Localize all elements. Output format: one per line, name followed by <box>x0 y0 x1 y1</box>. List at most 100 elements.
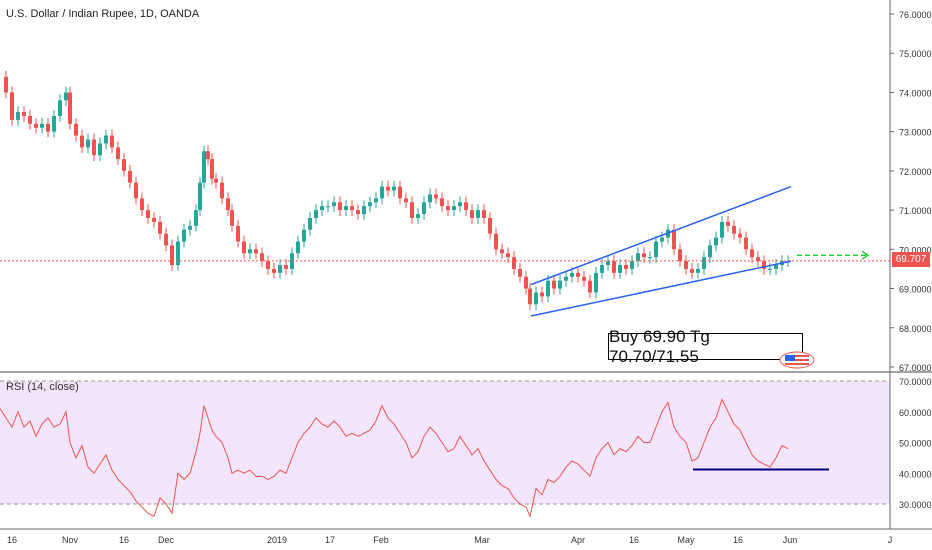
price-tick-label: 74.0000 <box>899 88 932 98</box>
rsi-label: RSI (14, close) <box>6 381 79 393</box>
candle-body <box>296 241 300 254</box>
candle-body <box>612 261 616 273</box>
candle-body <box>46 123 50 132</box>
candle-body <box>230 210 234 226</box>
candle-body <box>86 139 90 148</box>
time-tick-label: Mar <box>474 535 490 545</box>
candle-body <box>266 261 270 269</box>
candle-body <box>158 221 162 234</box>
candle-body <box>374 198 378 203</box>
candle-body <box>410 202 414 218</box>
trade-annotation: Buy 69.90 Tg 70.70/71.55 <box>608 327 803 366</box>
time-tick-label: 16 <box>629 535 639 545</box>
candle-body <box>404 198 408 203</box>
candle-body <box>278 265 282 273</box>
candle-body <box>386 186 390 191</box>
rsi-tick-label: 70.0000 <box>899 377 932 387</box>
candle-body <box>170 245 174 266</box>
candle-body <box>140 198 144 211</box>
candle-body <box>684 261 688 269</box>
candle-body <box>254 249 258 254</box>
candle-body <box>272 268 276 273</box>
candle-body <box>242 241 246 254</box>
candle-body <box>338 202 342 211</box>
rsi-tick-label: 50.0000 <box>899 439 932 449</box>
time-tick-label: May <box>677 535 695 545</box>
candle-body <box>552 280 556 289</box>
candle-body <box>4 76 8 93</box>
candle-body <box>344 206 348 211</box>
candle-body <box>594 272 598 293</box>
candle-body <box>302 229 306 242</box>
candle-body <box>428 194 432 203</box>
time-tick-label: 2019 <box>267 535 287 545</box>
rsi-tick-label: 30.0000 <box>899 500 932 510</box>
candle-body <box>558 280 562 289</box>
time-tick-label: Jun <box>783 535 798 545</box>
candle-body <box>210 159 214 179</box>
candle-body <box>64 92 68 101</box>
price-tick-label: 67.0000 <box>899 363 932 373</box>
candle-body <box>482 210 486 218</box>
price-tick-label: 69.0000 <box>899 285 932 295</box>
time-tick-label: Nov <box>62 535 79 545</box>
candle-body <box>648 257 652 259</box>
candle-body <box>214 178 218 183</box>
candle-body <box>320 206 324 211</box>
candle-body <box>624 265 628 269</box>
candle-body <box>164 233 168 246</box>
price-tick-label: 73.0000 <box>899 128 932 138</box>
candle-body <box>476 210 480 218</box>
price-tick-label: 72.0000 <box>899 167 932 177</box>
candle-body <box>332 202 336 207</box>
candle-body <box>128 170 132 183</box>
candle-body <box>356 210 360 215</box>
rsi-tick-label: 40.0000 <box>899 469 932 479</box>
candle-body <box>774 265 778 269</box>
candle-body <box>528 288 532 305</box>
candle-body <box>284 265 288 269</box>
time-tick-label: 17 <box>325 535 335 545</box>
candle-body <box>392 186 396 191</box>
candle-body <box>470 210 474 218</box>
candle-body <box>80 135 84 148</box>
candle-body <box>34 123 38 128</box>
candle-body <box>10 92 14 120</box>
candle-body <box>194 210 198 226</box>
candle-body <box>116 147 120 160</box>
candle-body <box>546 280 550 297</box>
candle-body <box>326 206 330 208</box>
candle-body <box>464 202 468 211</box>
time-tick-label: 16 <box>7 535 17 545</box>
candle-body <box>182 229 186 242</box>
time-tick-label: Feb <box>373 535 389 545</box>
candle-body <box>22 112 26 116</box>
candle-body <box>642 253 646 258</box>
candle-body <box>762 261 766 269</box>
candle-body <box>176 241 180 266</box>
candle-body <box>248 249 252 254</box>
candle-body <box>564 276 568 281</box>
candle-body <box>398 186 402 199</box>
candle-body <box>202 151 206 183</box>
candle-body <box>488 217 492 234</box>
candle-body <box>416 214 420 218</box>
candle-body <box>206 151 210 160</box>
candle-body <box>110 135 114 148</box>
candle-body <box>494 233 498 250</box>
candle-body <box>134 182 138 199</box>
price-tick-label: 68.0000 <box>899 324 932 334</box>
candle-body <box>732 225 736 234</box>
candle-body <box>446 206 450 211</box>
candle-body <box>738 233 742 238</box>
candle-body <box>582 276 586 281</box>
candle-body <box>696 268 700 273</box>
price-tick-label: 76.0000 <box>899 10 932 20</box>
candle-body <box>122 159 126 171</box>
candle-body <box>756 257 760 262</box>
candle-body <box>570 272 574 277</box>
candle-body <box>380 186 384 199</box>
candle-body <box>74 123 78 136</box>
price-tick-label: 71.0000 <box>899 206 932 216</box>
candle-body <box>104 135 108 144</box>
